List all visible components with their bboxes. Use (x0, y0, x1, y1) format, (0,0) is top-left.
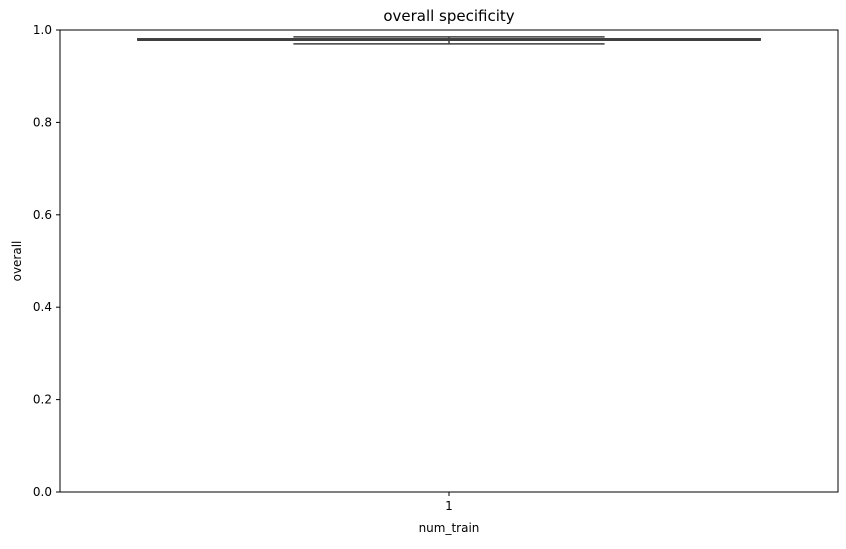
chart-title: overall specificity (383, 7, 514, 25)
y-axis-label: overall (10, 241, 24, 282)
x-axis-label: num_train (419, 521, 480, 535)
plot-frame (59, 29, 839, 493)
y-tick-label: 0.8 (33, 115, 52, 129)
y-tick-label: 1.0 (33, 23, 52, 37)
y-tick-label: 0.2 (33, 393, 52, 407)
y-tick-label: 0.6 (33, 208, 52, 222)
y-tick-label: 0.0 (33, 485, 52, 499)
x-tick-label: 1 (445, 499, 453, 513)
y-tick-label: 0.4 (33, 300, 52, 314)
